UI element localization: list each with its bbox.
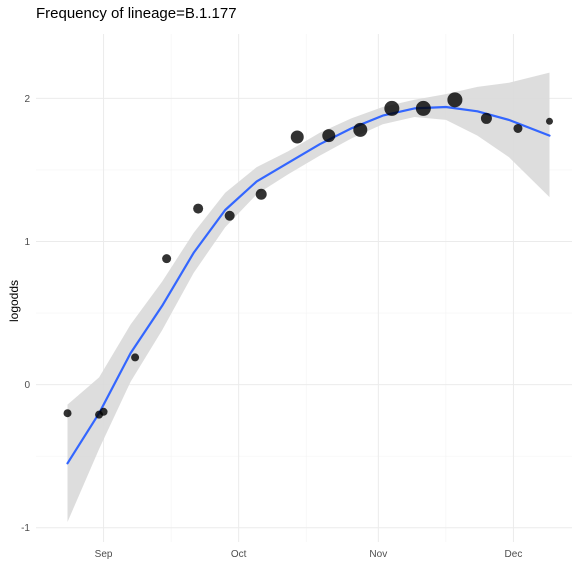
- data-point: [480, 112, 492, 124]
- chart-title: Frequency of lineage=B.1.177: [36, 5, 237, 22]
- data-point: [290, 130, 304, 144]
- y-tick-label: 1: [24, 237, 30, 248]
- data-point: [131, 353, 140, 362]
- data-point: [415, 100, 431, 116]
- data-point: [255, 188, 267, 200]
- x-tick-label: Oct: [231, 549, 247, 560]
- data-point: [353, 122, 368, 137]
- smooth-line-layer: [66, 105, 551, 465]
- confidence-band-layer: [67, 72, 550, 522]
- data-point: [545, 117, 553, 125]
- y-tick-label: 2: [24, 94, 30, 105]
- data-point: [63, 409, 72, 418]
- data-point: [322, 129, 336, 143]
- points-layer: [63, 92, 553, 419]
- y-axis-label: logodds: [7, 280, 21, 322]
- smooth-fit-line: [66, 105, 551, 465]
- data-point: [162, 254, 172, 264]
- x-tick-label: Sep: [95, 549, 113, 560]
- data-point: [447, 92, 463, 108]
- data-point: [224, 210, 235, 221]
- y-axis-ticks: -1 0 1 2: [21, 94, 30, 534]
- y-tick-label: 0: [24, 380, 30, 391]
- data-point: [384, 100, 400, 116]
- y-tick-label: -1: [21, 523, 30, 534]
- x-tick-label: Dec: [505, 549, 523, 560]
- confidence-band: [67, 72, 550, 522]
- x-axis-ticks: Sep Oct Nov Dec: [95, 549, 523, 560]
- x-tick-label: Nov: [369, 549, 387, 560]
- data-point: [513, 123, 523, 133]
- data-point: [99, 407, 108, 416]
- data-point: [193, 203, 204, 214]
